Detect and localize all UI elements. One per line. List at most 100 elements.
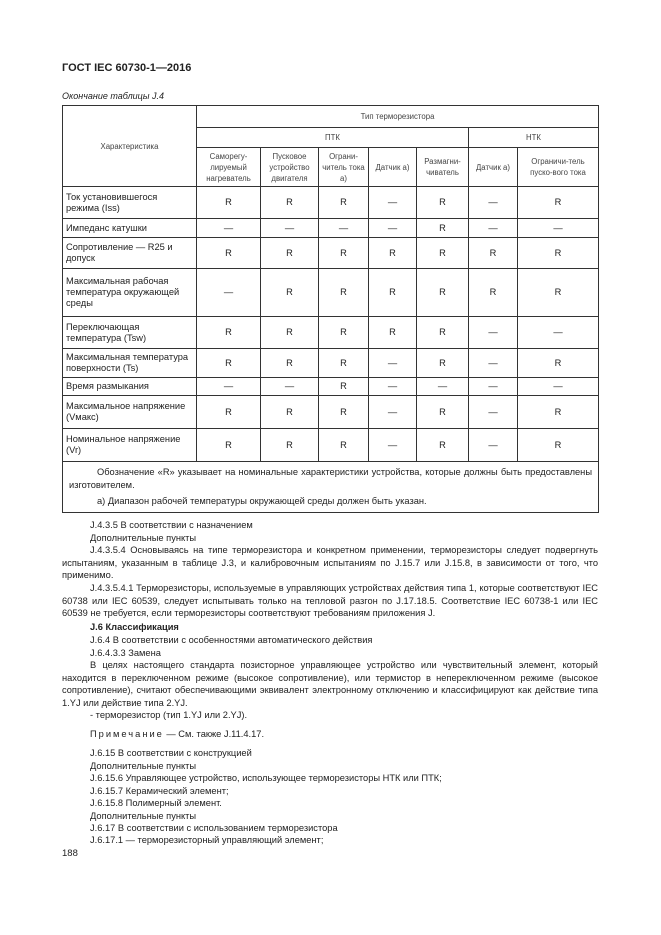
cell-value: R [318, 377, 369, 396]
cell-value: R [516, 268, 600, 317]
table-row: Ток установившегося режима (Iss) R R R — R — R [62, 186, 600, 219]
para-replacement: В целях настоящего стандарта позисторное… [62, 660, 598, 708]
col-header: Ограни-читель тока а) [318, 147, 369, 187]
cell-value: — [196, 268, 261, 317]
additional-items-2: Дополнительные пункты [90, 761, 197, 771]
section-j6: J.6 Классификация [90, 622, 179, 632]
cell-value: — [468, 186, 518, 219]
table-note-1: Обозначение «R» указывает на номинальные… [69, 467, 593, 490]
cell-value: R [416, 316, 469, 349]
table-caption: Окончание таблицы J.4 [62, 91, 164, 101]
additional-items: Дополнительные пункты [90, 533, 197, 543]
cell-value: R [416, 348, 469, 378]
cell-value: — [468, 377, 518, 396]
cell-value: — [368, 186, 417, 219]
table-row: Максимальное напряжение (Vмакс) R R R — R — R [62, 395, 600, 429]
cell-value: R [260, 237, 319, 269]
table-row: Сопротивление — R25 и допуск R R R R R R R [62, 237, 600, 269]
cell-value: R [516, 186, 600, 219]
table-row: Максимальная рабочая температура окружаю… [62, 268, 600, 317]
cell-value: R [468, 268, 518, 317]
cell-value: — [468, 316, 518, 349]
cell-value: — [318, 218, 369, 238]
note-text: — См. также J.11.4.17. [166, 729, 265, 739]
cell-value: — [260, 377, 319, 396]
col-header: Датчик а) [468, 147, 518, 187]
para-j4-3-5-4: J.4.3.5.4 Основываясь на типе терморезис… [62, 545, 598, 581]
clause-j6-15-6: J.6.15.6 Управляющее устройство, использ… [90, 773, 442, 783]
cell-value: R [260, 428, 319, 462]
cell-value: R [416, 268, 469, 317]
clause-j6-15-8: J.6.15.8 Полимерный элемент. [90, 798, 222, 808]
clause-j4-3-5: J.4.3.5 В соответствии с назначением [90, 520, 253, 530]
cell-value: R [516, 395, 600, 429]
table-row: Максимальная температура поверхности (Ts… [62, 348, 600, 378]
col-header: Саморегу-лируемый нагреватель [196, 147, 261, 187]
cell-value: — [468, 395, 518, 429]
cell-value: — [516, 218, 600, 238]
cell-value: R [196, 186, 261, 219]
cell-value: — [368, 395, 417, 429]
cell-value: — [368, 218, 417, 238]
cell-value: — [516, 377, 600, 396]
cell-value: — [260, 218, 319, 238]
table-row: Переключающая температура (Tsw) R R R R R — — [62, 316, 600, 349]
cell-value: R [260, 348, 319, 378]
cell-value: R [318, 237, 369, 269]
table-row: Время размыкания — — R — — — — [62, 377, 600, 396]
clause-j6-4: J.6.4 В соответствии с особенностями авт… [90, 635, 373, 645]
cell-value: — [368, 377, 417, 396]
clause-j6-17-1: J.6.17.1 — терморезисторный управляющий … [90, 835, 324, 845]
cell-value: R [516, 428, 600, 462]
row-label: Ток установившегося режима (Iss) [62, 186, 197, 219]
group-title: Тип терморезистора [195, 105, 600, 128]
cell-value: — [416, 377, 469, 396]
cell-value: R [416, 186, 469, 219]
clause-j6-15-7: J.6.15.7 Керамический элемент; [90, 786, 229, 796]
col-header: Пусковое устройство двигателя [260, 147, 319, 187]
clause-j6-15: J.6.15 В соответствии с конструкцией [90, 748, 252, 758]
cell-value: R [368, 268, 417, 317]
cell-value: R [318, 395, 369, 429]
row-label: Максимальное напряжение (Vмакс) [62, 395, 197, 429]
table-row: Импеданс катушки — — — — R — — [62, 218, 600, 238]
cell-value: — [468, 348, 518, 378]
para-j4-3-5-4-1: J.4.3.5.4.1 Терморезисторы, используемые… [62, 583, 598, 619]
cell-value: — [368, 348, 417, 378]
cell-value: R [516, 237, 600, 269]
cell-value: R [196, 428, 261, 462]
cell-value: R [260, 268, 319, 317]
cell-value: — [196, 218, 261, 238]
note-label: Примечание [90, 729, 164, 739]
cell-value: R [416, 237, 469, 269]
page-number: 188 [62, 848, 78, 859]
row-label: Сопротивление — R25 и допуск [62, 237, 197, 269]
col-header: Размагни-чиватель [416, 147, 469, 187]
cell-value: R [196, 348, 261, 378]
cell-value: R [468, 237, 518, 269]
cell-value: R [260, 395, 319, 429]
cell-value: — [468, 218, 518, 238]
cell-value: R [318, 186, 369, 219]
cell-value: R [196, 316, 261, 349]
row-label: Максимальная рабочая температура окружаю… [62, 268, 197, 317]
table-note-2: а) Диапазон рабочей температуры окружающ… [97, 496, 427, 506]
cell-value: R [416, 428, 469, 462]
cell-value: R [260, 186, 319, 219]
clause-j6-17: J.6.17 В соответствии с использованием т… [90, 823, 338, 833]
cell-value: R [416, 395, 469, 429]
row-label: Время размыкания [62, 377, 197, 396]
table-row: Номинальное напряжение (Vr) R R R — R — R [62, 428, 600, 462]
col-characteristic: Характеристика [62, 105, 197, 187]
note: Примечание — См. также J.11.4.17. [62, 728, 626, 741]
ntk-header: НТК [467, 127, 600, 148]
additional-items-3: Дополнительные пункты [90, 811, 197, 821]
cell-value: R [260, 316, 319, 349]
cell-value: — [196, 377, 261, 396]
cell-value: R [368, 316, 417, 349]
cell-value: — [468, 428, 518, 462]
cell-value: R [318, 316, 369, 349]
table-notes: Обозначение «R» указывает на номинальные… [61, 461, 600, 513]
thermistor-table: Характеристика Тип терморезистора ПТК НТК … [61, 105, 600, 513]
